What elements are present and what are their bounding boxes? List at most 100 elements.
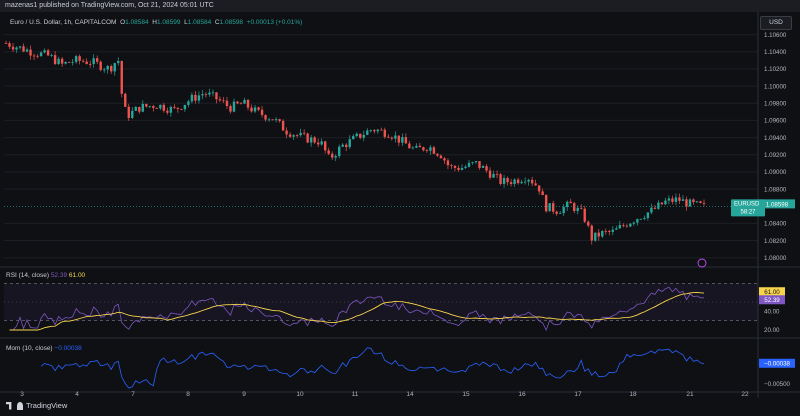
- candle: [243, 99, 246, 104]
- high-value: 1.08599: [156, 19, 181, 26]
- price-tick-label: 1.08800: [764, 186, 787, 193]
- candle: [629, 223, 632, 227]
- currency-selector[interactable]: USD: [760, 16, 792, 30]
- candle: [43, 50, 46, 53]
- tradingview-logo[interactable]: TradingView: [6, 401, 67, 410]
- candle: [573, 203, 576, 212]
- candle: [366, 130, 369, 135]
- candle: [103, 69, 106, 71]
- candle: [302, 132, 306, 134]
- candle: [457, 167, 460, 170]
- candle: [4, 43, 8, 44]
- candle: [562, 207, 565, 214]
- candle: [218, 99, 222, 101]
- price-tick-label: 1.10400: [764, 49, 787, 56]
- close-value: 1.08598: [219, 19, 244, 26]
- candle: [306, 133, 309, 143]
- candle: [64, 61, 67, 64]
- mom-legend-label: Mom (10, close): [6, 345, 53, 352]
- candle: [239, 103, 243, 105]
- rsi-legend-label: RSI (14, close): [6, 272, 49, 279]
- candle: [117, 61, 120, 64]
- mom-legend: Mom (10, close) −0.00038: [6, 345, 82, 352]
- candle: [232, 101, 236, 112]
- rsi-scale-tick: 20.00: [764, 327, 780, 334]
- candle: [39, 52, 43, 57]
- candle: [95, 58, 99, 62]
- price-tick-label: 1.10600: [764, 32, 787, 39]
- candle: [439, 155, 443, 159]
- candle: [285, 130, 288, 135]
- price-tick-label: 1.08400: [764, 221, 787, 228]
- candle: [155, 108, 159, 109]
- candle: [632, 222, 636, 224]
- rsi-scale-tick: 40.00: [764, 309, 780, 316]
- footer: TradingView: [0, 398, 800, 416]
- rsi-tag-bg: [759, 295, 785, 305]
- candle: [397, 135, 401, 143]
- time-tick-label: 9: [242, 391, 246, 398]
- price-tick-label: 1.09000: [764, 169, 787, 176]
- candle: [281, 120, 285, 131]
- candle: [99, 61, 102, 70]
- low-value: 1.08584: [187, 19, 212, 26]
- candle: [653, 207, 657, 209]
- candle: [8, 43, 11, 47]
- candle: [674, 197, 678, 202]
- candle: [176, 107, 180, 109]
- candle: [166, 110, 169, 113]
- candle: [369, 130, 372, 131]
- candle: [120, 61, 123, 94]
- candle: [443, 158, 446, 161]
- price-tick-label: 1.09200: [764, 152, 787, 159]
- candle: [173, 106, 176, 108]
- candle: [580, 207, 583, 209]
- price-tick-label: 1.08000: [764, 255, 787, 262]
- candle: [341, 144, 344, 147]
- candle: [348, 139, 351, 148]
- candle: [509, 182, 513, 185]
- mom-tag: −0.00038: [764, 360, 791, 367]
- candle: [159, 104, 162, 109]
- candle: [162, 104, 166, 111]
- rsi-ma-line: [9, 292, 705, 331]
- candle: [657, 202, 660, 209]
- time-tick-label: 8: [186, 391, 190, 398]
- candle: [246, 99, 250, 108]
- price-tick-label: 1.09400: [764, 135, 787, 142]
- candle: [601, 230, 604, 237]
- candle: [106, 65, 109, 70]
- candle: [695, 201, 699, 203]
- candle: [201, 94, 204, 96]
- rsi-legend-value: 52.39: [50, 272, 68, 279]
- candle: [260, 109, 264, 116]
- candle: [548, 203, 551, 212]
- candle: [566, 201, 569, 208]
- chart-svg[interactable]: 1.10600 1.10400 1.10200 1.10000 1.09800 1.096…: [0, 12, 800, 398]
- candle: [415, 145, 418, 148]
- rsi-ma-legend-value: 61.00: [68, 272, 86, 279]
- main-legend: Euro / U.S. Dollar, 1h, CAPITALCOM O1.08…: [10, 19, 302, 26]
- candle: [53, 55, 57, 65]
- candle: [587, 221, 590, 226]
- candle: [113, 63, 116, 72]
- time-tick-label: 14: [406, 391, 414, 398]
- candle: [551, 203, 555, 212]
- candle: [194, 94, 197, 101]
- momentum-line: [40, 347, 705, 389]
- candle: [225, 100, 229, 107]
- candle: [145, 103, 148, 107]
- candle: [643, 218, 646, 219]
- candle: [425, 150, 429, 151]
- candle: [373, 130, 376, 132]
- candle: [569, 201, 572, 204]
- candle: [450, 165, 453, 167]
- price-tick-label: 1.09800: [764, 101, 787, 108]
- candle: [436, 153, 439, 156]
- price-tick-label: 1.08200: [764, 238, 787, 245]
- candle: [278, 119, 281, 121]
- candle: [316, 142, 320, 145]
- candle: [604, 230, 607, 232]
- candle: [253, 107, 257, 112]
- candle: [362, 134, 365, 138]
